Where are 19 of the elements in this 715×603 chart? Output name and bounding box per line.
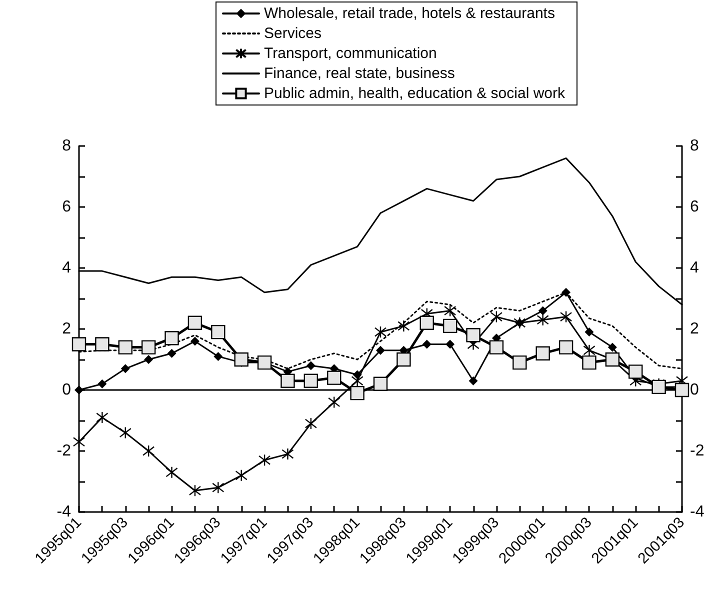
y-tick-label: 0 bbox=[62, 382, 72, 398]
y-tick-label: -2 bbox=[56, 442, 72, 460]
legend-label: Transport, communication bbox=[264, 45, 437, 62]
legend-label: Finance, real state, business bbox=[264, 65, 455, 82]
y-tick-label: 2 bbox=[62, 320, 72, 338]
y2-tick-label: 6 bbox=[690, 198, 699, 216]
y2-tick-label: 4 bbox=[690, 260, 699, 276]
y2-tick-label: -4 bbox=[690, 504, 704, 520]
legend-label: Public admin, health, education & social work bbox=[264, 85, 566, 102]
legend-label: Services bbox=[264, 25, 322, 42]
y2-tick-label: -2 bbox=[690, 442, 704, 460]
y-tick-label: 8 bbox=[62, 138, 72, 154]
y-tick-label: 6 bbox=[62, 198, 72, 216]
y2-tick-label: 0 bbox=[690, 382, 699, 398]
y2-tick-label: 2 bbox=[690, 320, 699, 338]
y2-tick-label: 8 bbox=[690, 138, 699, 154]
legend-label: Wholesale, retail trade, hotels & restaurants bbox=[264, 5, 555, 22]
y-tick-label: 4 bbox=[62, 260, 72, 276]
y-tick-label: -4 bbox=[56, 504, 72, 520]
